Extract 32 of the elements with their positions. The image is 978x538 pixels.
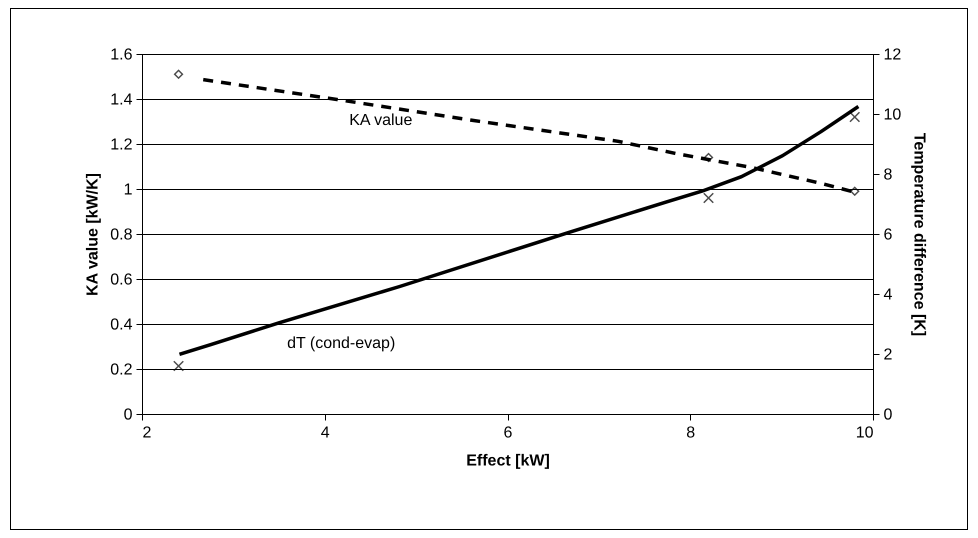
x-tick-label: 8 — [686, 424, 696, 442]
point — [850, 186, 860, 196]
y2-tick-label: 4 — [884, 286, 892, 304]
x-tick-label: 4 — [320, 424, 330, 442]
y-tick-label: 0.4 — [110, 316, 133, 334]
series-label: dT (cond-evap) — [287, 334, 396, 352]
y-tick-label: 1.6 — [110, 46, 133, 64]
y2-tick-label: 0 — [884, 406, 892, 424]
y-axis-title: KA value [kW/K] — [84, 173, 102, 296]
y-tick-label: 0 — [124, 406, 133, 424]
y2-tick-label: 2 — [884, 346, 892, 364]
point — [173, 360, 184, 372]
y-tick-label: 0.2 — [110, 362, 133, 378]
x-axis-title: Effect [kW] — [466, 452, 550, 470]
series-label: KA value — [349, 112, 412, 130]
x-tick-label: 2 — [142, 424, 152, 442]
y-tick-label: 1 — [124, 182, 133, 198]
y-tick-label: 1.4 — [110, 92, 133, 108]
point — [849, 112, 860, 122]
point — [703, 192, 714, 204]
y-tick-label: 0.8 — [110, 226, 133, 244]
y-tick-label: 0.6 — [110, 272, 133, 288]
x-tick-label: 10 — [856, 424, 874, 442]
y2-axis-title: Temperature difference [K] — [910, 132, 928, 336]
y-tick-label: 1.2 — [110, 136, 133, 154]
point — [704, 152, 714, 162]
y2-tick-label: 8 — [884, 166, 892, 184]
y2-tick-label: 6 — [884, 226, 892, 244]
y2-tick-label: 10 — [884, 106, 902, 124]
point — [174, 70, 184, 79]
y2-tick-label: 12 — [884, 46, 902, 64]
x-tick-label: 6 — [504, 424, 513, 442]
